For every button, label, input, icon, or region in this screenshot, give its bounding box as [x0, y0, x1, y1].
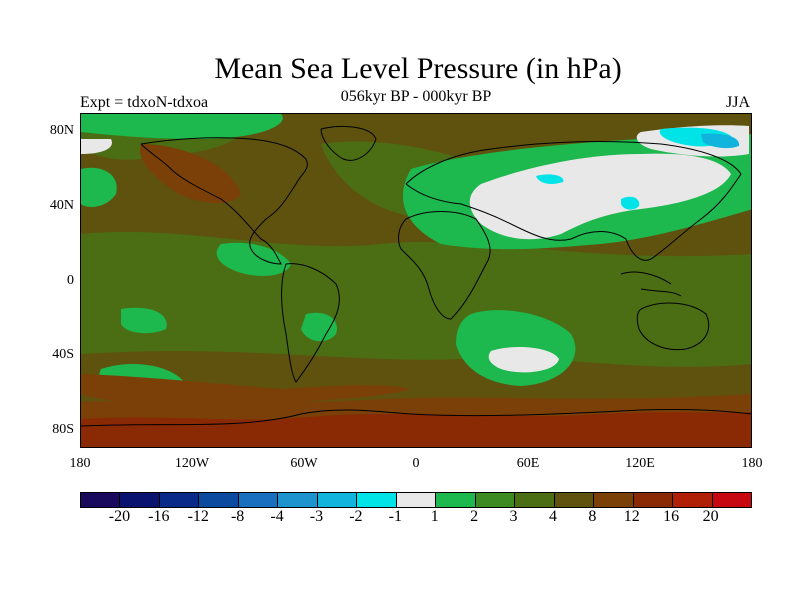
colorbar-label: -12: [187, 508, 209, 525]
lon-label-60w: 60W: [290, 456, 318, 471]
map-panel: [80, 113, 752, 448]
south-pacific-red: [81, 374, 411, 404]
colorbar-swatch: [396, 493, 437, 507]
lat-label-80s: 80S: [52, 422, 74, 437]
lat-label-40s: 40S: [52, 347, 74, 362]
colorbar-swatch: [515, 493, 555, 507]
maritime-continent-coast: [620, 271, 682, 297]
lon-label-180w: 180: [69, 456, 91, 471]
colorbar-swatch: [712, 493, 751, 507]
colorbar-swatch: [436, 493, 476, 507]
colorbar-label: 1: [430, 508, 439, 525]
colorbar: [80, 492, 752, 508]
colorbar-swatch: [594, 493, 634, 507]
south-america-coast: [280, 263, 340, 383]
north-america-coast: [140, 137, 308, 265]
colorbar-swatch: [317, 493, 358, 507]
colorbar-label: 12: [623, 508, 640, 525]
pacific-green-patch: [81, 167, 117, 207]
africa-coast: [398, 211, 491, 320]
antarctica-coast: [81, 408, 751, 427]
siberian-white: [469, 153, 731, 240]
colorbar-label: 2: [470, 508, 479, 525]
eurasia-coast: [405, 141, 742, 261]
lon-label-60e: 60E: [516, 456, 540, 471]
colorbar-label: 4: [548, 508, 557, 525]
colorbar-label: -1: [388, 508, 402, 525]
south-atlantic-white: [488, 347, 559, 373]
colorbar-swatch: [357, 493, 397, 507]
colorbar-swatch: [120, 493, 160, 507]
siberia-cyan: [536, 174, 564, 184]
colorbar-swatch: [238, 493, 279, 507]
colorbar-swatch: [81, 493, 121, 507]
colorbar-swatch: [278, 493, 318, 507]
colorbar-label: -2: [349, 508, 363, 525]
colorbar-label: -4: [270, 508, 284, 525]
chart-subtitle: 056kyr BP - 000kyr BP: [340, 88, 492, 105]
colorbar-swatch: [159, 493, 200, 507]
colorbar-label: -3: [309, 508, 324, 525]
season-label: JJA: [726, 94, 751, 111]
lon-label-180e: 180: [741, 456, 763, 471]
east-pacific-green: [216, 242, 291, 276]
colorbar-swatch: [633, 493, 674, 507]
colorbar-label: 20: [702, 508, 719, 525]
lat-label-40n: 40N: [49, 198, 74, 213]
lat-label-0: 0: [67, 273, 74, 288]
south-pacific-green-2: [121, 307, 167, 334]
lon-label-120e: 120E: [625, 456, 655, 471]
arctic-blue: [701, 133, 740, 149]
greenland-coast: [320, 125, 377, 161]
colorbar-swatch: [673, 493, 713, 507]
pressure-map: [81, 114, 751, 447]
colorbar-swatch: [199, 493, 239, 507]
north-pacific-red: [140, 144, 241, 204]
lat-label-80n: 80N: [49, 123, 74, 138]
arctic-white-west: [81, 139, 112, 154]
colorbar-label: 16: [663, 508, 680, 525]
lon-label-120w: 120W: [174, 456, 210, 471]
colorbar-label: -16: [148, 508, 170, 525]
chart-title: Mean Sea Level Pressure (in hPa): [214, 52, 622, 85]
australia-coast: [636, 302, 710, 351]
colorbar-swatch: [554, 493, 595, 507]
colorbar-label: 8: [588, 508, 597, 525]
colorbar-label: -8: [230, 508, 245, 525]
coastlines: [81, 125, 751, 427]
arctic-green-west: [81, 114, 283, 139]
colorbar-label: 3: [509, 508, 518, 525]
experiment-label: Expt = tdxoN-tdxoa: [80, 94, 209, 111]
tibet-cyan: [621, 196, 640, 210]
antarctic-red: [81, 412, 751, 447]
colorbar-label: -20: [108, 508, 131, 525]
lon-label-0: 0: [412, 456, 420, 471]
south-america-green: [301, 312, 337, 342]
colorbar-swatch: [475, 493, 516, 507]
